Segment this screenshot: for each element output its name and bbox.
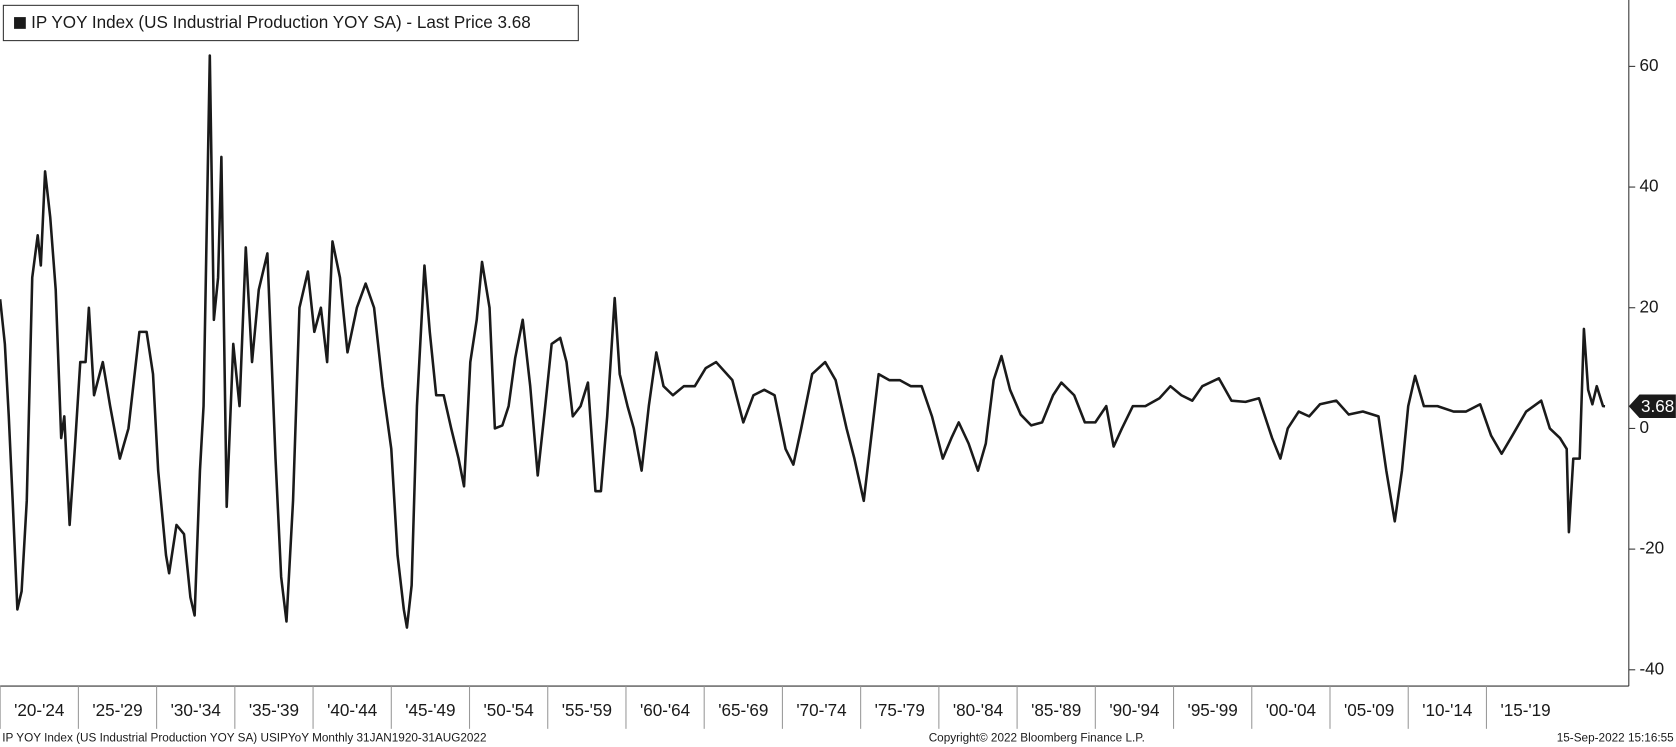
x-tick-label: '80-'84	[953, 701, 1003, 720]
x-tick-label: '60-'64	[640, 701, 690, 720]
x-tick-label: '40-'44	[327, 701, 377, 720]
x-tick-label: '90-'94	[1109, 701, 1159, 720]
x-tick-label: '50-'54	[484, 701, 534, 720]
y-tick-label: 60	[1640, 56, 1659, 75]
footer-copyright: Copyright© 2022 Bloomberg Finance L.P.	[929, 732, 1145, 745]
x-tick-label: '45-'49	[405, 701, 455, 720]
x-tick-label: '70-'74	[796, 701, 846, 720]
series-line	[0, 54, 1606, 629]
footer-timestamp: 15-Sep-2022 15:16:55	[1557, 732, 1674, 745]
y-tick-label: -20	[1640, 539, 1665, 558]
x-tick-label: '25-'29	[92, 701, 142, 720]
x-tick-label: '55-'59	[562, 701, 612, 720]
y-tick-label: 40	[1640, 177, 1659, 196]
x-tick-label: '95-'99	[1188, 701, 1238, 720]
last-price-tag	[1628, 394, 1676, 418]
x-tick-label: '65-'69	[718, 701, 768, 720]
x-tick-label: '20-'24	[14, 701, 64, 720]
x-tick-label: '05-'09	[1344, 701, 1394, 720]
x-tick-label: '85-'89	[1031, 701, 1081, 720]
footer-source: IP YOY Index (US Industrial Production Y…	[2, 732, 486, 745]
y-tick-label: 20	[1640, 297, 1659, 316]
x-tick-label: '30-'34	[171, 701, 221, 720]
x-tick-label: '35-'39	[249, 701, 299, 720]
y-tick-label: 0	[1640, 418, 1649, 437]
y-tick-label: -40	[1640, 659, 1665, 678]
title-swatch	[14, 17, 26, 29]
x-tick-label: '10-'14	[1422, 701, 1472, 720]
x-tick-label: '00-'04	[1266, 701, 1316, 720]
title-box	[2, 4, 579, 42]
chart-title: IP YOY Index (US Industrial Production Y…	[31, 13, 531, 32]
last-price-label: 3.68	[1641, 397, 1674, 416]
x-tick-label: '75-'79	[875, 701, 925, 720]
x-tick-label: '15-'19	[1500, 701, 1550, 720]
